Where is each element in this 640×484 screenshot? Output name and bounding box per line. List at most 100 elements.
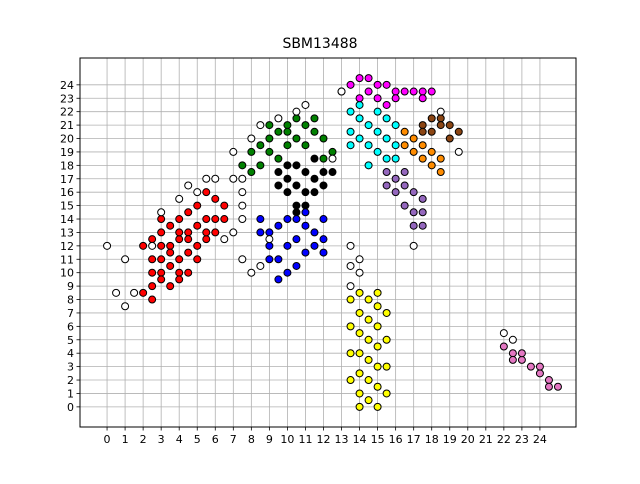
scatter-point bbox=[364, 396, 373, 405]
scatter-point bbox=[400, 141, 409, 150]
scatter-point bbox=[148, 282, 157, 291]
scatter-point bbox=[256, 121, 265, 130]
scatter-point bbox=[427, 87, 436, 96]
scatter-point bbox=[184, 235, 193, 244]
scatter-point bbox=[157, 228, 166, 237]
y-tick-label: 13 bbox=[60, 226, 74, 239]
series-group bbox=[103, 87, 517, 344]
scatter-point bbox=[355, 134, 364, 143]
series-group bbox=[400, 127, 445, 177]
scatter-point bbox=[373, 342, 382, 351]
scatter-point bbox=[319, 168, 328, 177]
scatter-point bbox=[184, 268, 193, 277]
series-group bbox=[337, 74, 436, 109]
scatter-point bbox=[310, 127, 319, 136]
scatter-point bbox=[202, 235, 211, 244]
scatter-point bbox=[256, 228, 265, 237]
x-tick-label: 20 bbox=[461, 433, 475, 446]
scatter-point bbox=[391, 94, 400, 103]
scatter-point bbox=[283, 268, 292, 277]
scatter-point bbox=[265, 121, 274, 130]
scatter-point bbox=[382, 80, 391, 89]
scatter-point bbox=[310, 174, 319, 183]
scatter-point bbox=[364, 295, 373, 304]
scatter-point bbox=[418, 221, 427, 230]
scatter-point bbox=[346, 127, 355, 136]
scatter-point bbox=[166, 248, 175, 257]
scatter-point bbox=[238, 188, 247, 197]
scatter-point bbox=[292, 208, 301, 217]
scatter-point bbox=[202, 215, 211, 224]
scatter-point bbox=[292, 107, 301, 116]
scatter-point bbox=[274, 255, 283, 264]
scatter-point bbox=[346, 295, 355, 304]
scatter-point bbox=[553, 382, 562, 391]
y-tick-label: 8 bbox=[67, 294, 74, 307]
y-tick-label: 17 bbox=[60, 173, 74, 186]
scatter-point bbox=[391, 121, 400, 130]
scatter-point bbox=[418, 127, 427, 136]
scatter-point bbox=[382, 389, 391, 398]
scatter-point bbox=[148, 295, 157, 304]
scatter-point bbox=[211, 174, 220, 183]
scatter-point bbox=[229, 174, 238, 183]
scatter-point bbox=[346, 141, 355, 150]
scatter-point bbox=[256, 161, 265, 170]
scatter-point bbox=[454, 147, 463, 156]
series-group bbox=[274, 154, 337, 217]
scatter-point bbox=[418, 208, 427, 217]
scatter-point bbox=[409, 134, 418, 143]
scatter-point bbox=[355, 402, 364, 411]
scatter-point bbox=[166, 241, 175, 250]
x-tick-label: 11 bbox=[298, 433, 312, 446]
series-group bbox=[346, 288, 391, 411]
series-group bbox=[238, 114, 337, 177]
scatter-point bbox=[148, 241, 157, 250]
scatter-point bbox=[499, 342, 508, 351]
scatter-point bbox=[391, 154, 400, 163]
plot-area-frame bbox=[79, 57, 577, 428]
scatter-point bbox=[355, 389, 364, 398]
x-tick-label: 4 bbox=[176, 433, 183, 446]
y-tick-label: 19 bbox=[60, 146, 74, 159]
scatter-point bbox=[238, 174, 247, 183]
scatter-point bbox=[346, 376, 355, 385]
scatter-point bbox=[355, 100, 364, 109]
scatter-point bbox=[157, 215, 166, 224]
scatter-point bbox=[436, 107, 445, 116]
scatter-point bbox=[121, 255, 130, 264]
scatter-point bbox=[211, 228, 220, 237]
scatter-point bbox=[274, 168, 283, 177]
scatter-point bbox=[319, 181, 328, 190]
scatter-point bbox=[535, 362, 544, 371]
scatter-point bbox=[166, 282, 175, 291]
scatter-point bbox=[175, 275, 184, 284]
scatter-point bbox=[175, 255, 184, 264]
scatter-point bbox=[211, 215, 220, 224]
scatter-point bbox=[175, 194, 184, 203]
scatter-point bbox=[157, 208, 166, 217]
scatter-point bbox=[292, 114, 301, 123]
y-tick-label: 18 bbox=[60, 159, 74, 172]
scatter-point bbox=[301, 208, 310, 217]
scatter-point bbox=[436, 121, 445, 130]
scatter-point bbox=[283, 241, 292, 250]
scatter-point bbox=[382, 134, 391, 143]
scatter-point bbox=[544, 382, 553, 391]
scatter-point bbox=[328, 168, 337, 177]
scatter-point bbox=[283, 174, 292, 183]
scatter-point bbox=[355, 308, 364, 317]
scatter-point bbox=[193, 255, 202, 264]
x-tick-label: 18 bbox=[425, 433, 439, 446]
x-tick-label: 22 bbox=[497, 433, 511, 446]
scatter-point bbox=[229, 228, 238, 237]
scatter-point bbox=[265, 255, 274, 264]
scatter-point bbox=[382, 181, 391, 190]
scatter-point bbox=[364, 355, 373, 364]
scatter-point bbox=[220, 235, 229, 244]
scatter-point bbox=[355, 255, 364, 264]
scatter-point bbox=[274, 127, 283, 136]
y-tick-label: 6 bbox=[67, 320, 74, 333]
x-tick-label: 10 bbox=[280, 433, 294, 446]
y-tick-label: 21 bbox=[60, 119, 74, 132]
